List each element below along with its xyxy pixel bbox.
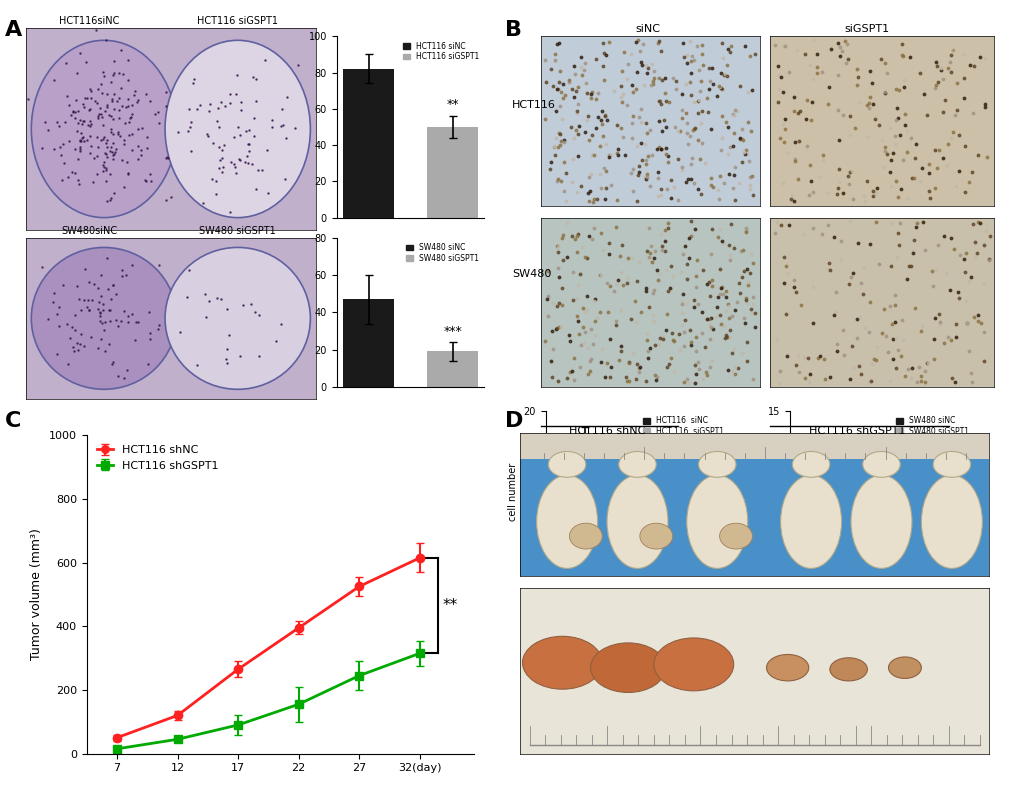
Bar xyxy=(657,528,720,572)
Ellipse shape xyxy=(32,40,176,218)
Text: *: * xyxy=(930,506,936,519)
Ellipse shape xyxy=(536,476,597,568)
Ellipse shape xyxy=(719,523,752,549)
Text: B: B xyxy=(504,20,522,40)
Text: A: A xyxy=(5,20,22,40)
Y-axis label: Tumor volume (mm³): Tumor volume (mm³) xyxy=(31,529,44,660)
Text: SW480siNC: SW480siNC xyxy=(61,226,117,236)
Text: siGSPT1: siGSPT1 xyxy=(844,24,889,34)
Ellipse shape xyxy=(590,643,665,692)
Ellipse shape xyxy=(32,247,176,389)
Bar xyxy=(798,481,861,572)
Bar xyxy=(427,351,477,387)
Ellipse shape xyxy=(606,476,667,568)
Text: D: D xyxy=(504,411,523,431)
Ellipse shape xyxy=(862,451,900,477)
Ellipse shape xyxy=(792,451,829,477)
Text: ***: *** xyxy=(443,325,462,338)
Ellipse shape xyxy=(850,476,911,568)
Ellipse shape xyxy=(698,451,736,477)
Text: HCT116: HCT116 xyxy=(512,100,555,110)
Text: **: ** xyxy=(446,98,459,110)
Bar xyxy=(902,534,965,572)
Ellipse shape xyxy=(686,476,747,568)
Ellipse shape xyxy=(639,523,673,549)
Ellipse shape xyxy=(165,247,310,389)
Legend: HCT116 shNC, HCT116 shGSPT1: HCT116 shNC, HCT116 shGSPT1 xyxy=(92,441,223,476)
Ellipse shape xyxy=(829,658,866,681)
Text: C: C xyxy=(5,411,21,431)
Text: SW480 siGSPT1: SW480 siGSPT1 xyxy=(199,226,276,236)
Bar xyxy=(553,451,616,572)
Y-axis label: cell number: cell number xyxy=(507,463,518,521)
Ellipse shape xyxy=(619,451,655,477)
Ellipse shape xyxy=(780,476,841,568)
Text: HCT116 shNC: HCT116 shNC xyxy=(569,426,644,435)
Ellipse shape xyxy=(888,657,920,679)
Ellipse shape xyxy=(766,654,808,681)
Legend: SW480 siNC, SW480 siGSPT1: SW480 siNC, SW480 siGSPT1 xyxy=(894,415,969,438)
Y-axis label: cell number: cell number xyxy=(752,463,762,521)
Text: HCT116 shGSPT1: HCT116 shGSPT1 xyxy=(808,426,904,435)
Ellipse shape xyxy=(932,451,970,477)
Legend: HCT116  siNC, HCT 116  siGSPT1: HCT116 siNC, HCT 116 siGSPT1 xyxy=(641,415,725,438)
Text: siNC: siNC xyxy=(635,24,659,34)
Ellipse shape xyxy=(548,451,585,477)
Ellipse shape xyxy=(569,523,601,549)
Bar xyxy=(520,433,988,459)
Bar xyxy=(343,299,393,387)
Legend: SW480 siNC, SW480 siGSPT1: SW480 siNC, SW480 siGSPT1 xyxy=(405,242,480,264)
Text: **: ** xyxy=(442,598,458,613)
Ellipse shape xyxy=(653,638,733,691)
Text: HCT116siNC: HCT116siNC xyxy=(59,16,119,27)
Text: HCT116 siGSPT1: HCT116 siGSPT1 xyxy=(197,16,278,27)
Ellipse shape xyxy=(920,476,981,568)
Bar xyxy=(343,69,393,218)
Bar xyxy=(427,127,477,218)
Legend: HCT116 siNC, HCT116 siGSPT1: HCT116 siNC, HCT116 siGSPT1 xyxy=(401,40,480,63)
Text: *: * xyxy=(686,502,692,515)
Ellipse shape xyxy=(165,40,310,218)
Ellipse shape xyxy=(522,636,601,689)
Text: SW480: SW480 xyxy=(512,269,551,279)
